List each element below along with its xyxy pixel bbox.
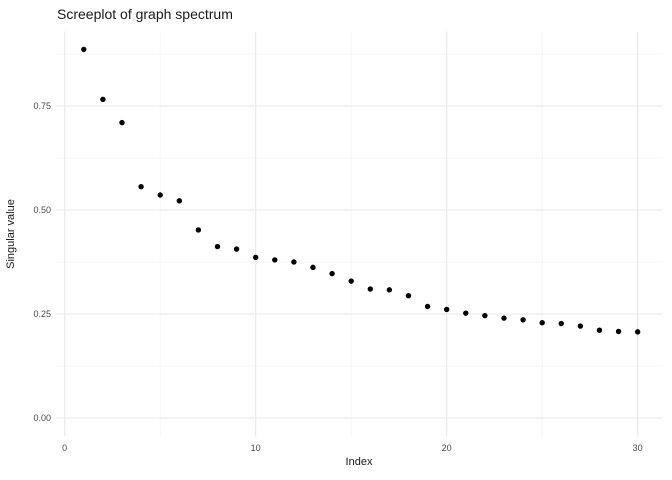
- data-point: [272, 257, 278, 263]
- data-point: [558, 320, 564, 327]
- x-tick-label: 10: [251, 443, 261, 453]
- data-point: [291, 259, 297, 265]
- data-point: [214, 243, 221, 250]
- y-tick-label: 0.25: [33, 309, 51, 319]
- data-point: [443, 306, 450, 313]
- data-point: [138, 183, 144, 190]
- y-tick-label: 0.50: [33, 205, 51, 215]
- data-point: [596, 327, 603, 333]
- data-point: [176, 198, 182, 204]
- x-tick-label: 30: [633, 443, 643, 453]
- data-point: [539, 320, 545, 326]
- y-tick-label: 0.00: [33, 413, 51, 423]
- data-point: [348, 278, 354, 284]
- data-point: [367, 286, 373, 292]
- data-point: [329, 270, 335, 277]
- data-point: [424, 303, 431, 310]
- x-axis-title: Index: [345, 456, 373, 468]
- data-point: [252, 254, 259, 261]
- data-point: [233, 246, 240, 252]
- data-point: [100, 96, 106, 103]
- data-point: [577, 323, 584, 329]
- data-point: [634, 329, 641, 335]
- data-point: [405, 292, 412, 299]
- data-point: [501, 315, 507, 321]
- data-point: [463, 310, 469, 316]
- data-point: [119, 119, 125, 126]
- data-point: [520, 317, 526, 323]
- data-point: [81, 46, 87, 53]
- data-point: [310, 264, 316, 271]
- data-point: [482, 312, 488, 319]
- y-tick-label: 0.75: [33, 101, 51, 111]
- data-point: [157, 192, 163, 198]
- data-point: [615, 328, 622, 335]
- chart-title: Screeplot of graph spectrum: [57, 6, 233, 22]
- data-point: [195, 227, 202, 233]
- x-tick-label: 0: [62, 443, 67, 453]
- x-tick-label: 20: [442, 443, 452, 453]
- data-point: [386, 287, 393, 293]
